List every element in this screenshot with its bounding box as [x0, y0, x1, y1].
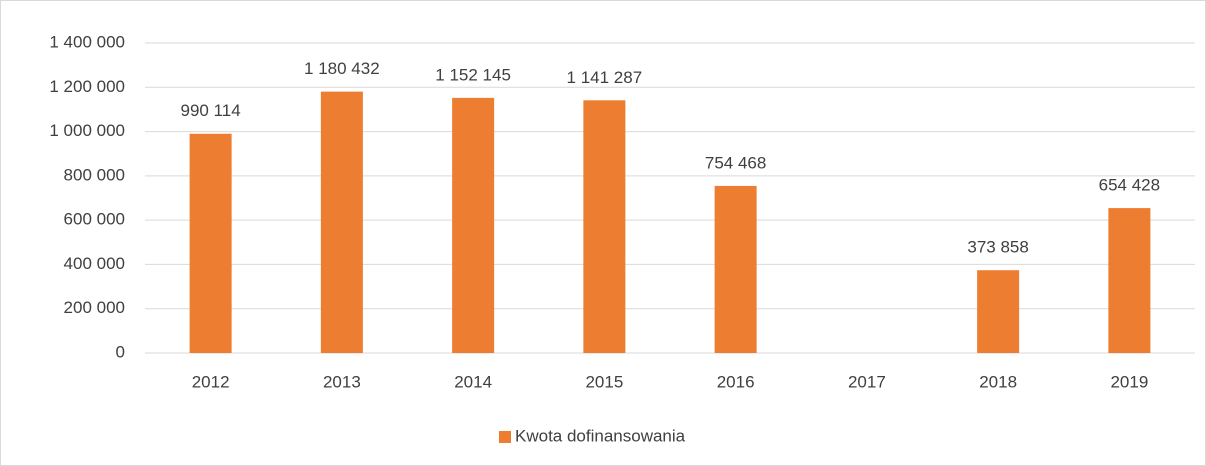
y-tick-label: 400 000 — [64, 254, 125, 273]
x-tick-label: 2019 — [1110, 372, 1148, 391]
x-tick-label: 2012 — [192, 372, 230, 391]
data-label: 990 114 — [181, 101, 241, 120]
bar — [714, 185, 757, 353]
x-tick-label: 2018 — [979, 372, 1017, 391]
data-label: 654 428 — [1099, 176, 1160, 195]
y-tick-label: 1 400 000 — [49, 32, 125, 51]
x-tick-label: 2015 — [585, 372, 623, 391]
y-tick-label: 1 000 000 — [49, 121, 125, 140]
y-tick-label: 0 — [116, 342, 125, 361]
legend-label: Kwota dofinansowania — [515, 426, 686, 445]
data-label: 754 468 — [705, 153, 766, 172]
y-tick-label: 200 000 — [64, 298, 125, 317]
x-tick-label: 2013 — [323, 372, 361, 391]
x-tick-label: 2017 — [848, 372, 886, 391]
bar — [977, 270, 1020, 353]
y-tick-label: 600 000 — [64, 210, 125, 229]
bar — [452, 97, 495, 354]
bar — [583, 100, 626, 353]
data-label: 373 858 — [967, 238, 1028, 257]
x-tick-label: 2016 — [717, 372, 755, 391]
bar — [320, 91, 363, 354]
bar — [189, 133, 232, 353]
bar — [1108, 208, 1151, 353]
x-tick-label: 2014 — [454, 372, 492, 391]
data-label: 1 141 287 — [567, 68, 643, 87]
legend-swatch — [499, 431, 511, 443]
data-label: 1 152 145 — [435, 65, 511, 84]
data-label: 1 180 432 — [304, 59, 380, 78]
y-tick-label: 800 000 — [64, 165, 125, 184]
y-tick-label: 1 200 000 — [49, 77, 125, 96]
